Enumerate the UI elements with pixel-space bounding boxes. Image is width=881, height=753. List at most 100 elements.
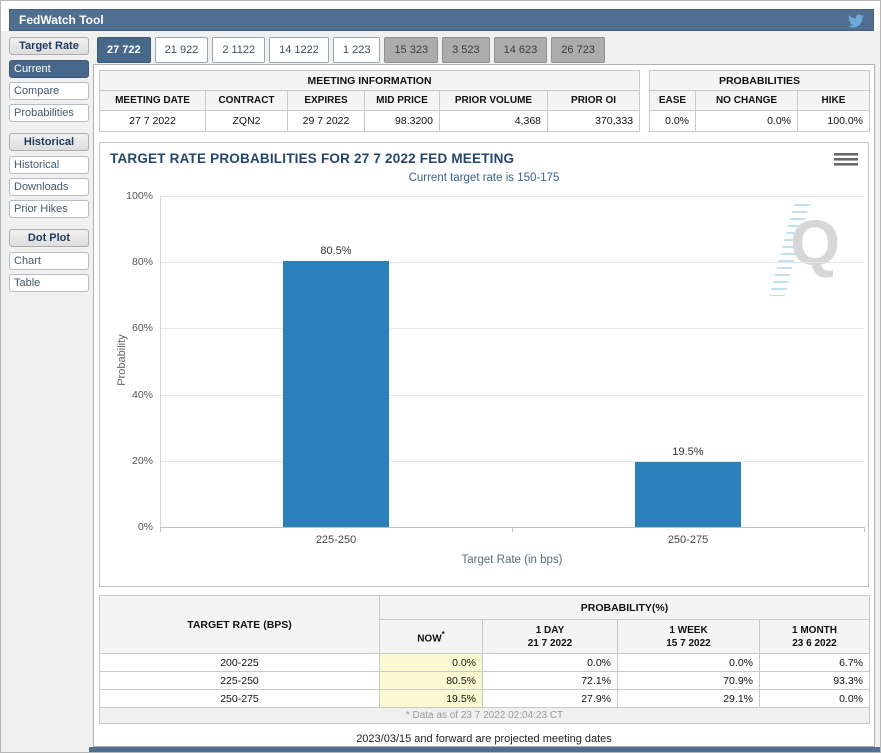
meeting-info-value: 98.3200 [364,110,440,132]
prob-table-group-header-row: TARGET RATE (BPS) PROBABILITY(%) [99,595,870,654]
y-tick-label: 80% [131,256,153,269]
twitter-icon[interactable] [848,13,865,29]
sidebar-section-header-historical: Historical [9,133,89,151]
prob-table-subheader: NOW* [379,619,483,654]
meeting-info-col-header: PRIOR OI [546,90,641,111]
meeting-tab-15-323[interactable]: 15 323 [384,37,439,63]
meeting-tab-2-1122[interactable]: 2 1122 [212,37,266,63]
meeting-info-col-header: EXPIRES [287,90,365,111]
meeting-info-value: 370,333 [546,110,641,132]
bar-value-label: 80.5% [320,244,352,257]
probabilities-value: 0.0% [695,110,798,132]
x-category-label: 250-275 [667,534,709,546]
probability-history-panel: TARGET RATE (BPS) PROBABILITY(%) NOW* 1 D… [99,595,870,724]
y-axis-line [160,196,161,527]
prob-table-rate: 250-275 [99,689,380,708]
prob-table-rate: 225-250 [99,671,380,690]
probabilities-panel: PROBABILITIES EASE NO CHANGE HIKE 0.0% 0.0%… [648,70,871,132]
prob-table-1day: 27.9% [482,689,618,708]
sidebar-item-downloads[interactable]: Downloads [9,178,89,196]
sidebar-gap [9,126,89,133]
meeting-info-col-header: MEETING DATE [99,90,206,111]
prob-table-subheader: 1 DAY 21 7 2022 [482,619,618,654]
probabilities-col-header: HIKE [796,90,871,111]
sidebar-gap [9,222,89,229]
meeting-tab-3-523[interactable]: 3 523 [442,37,490,63]
prob-table-row: 250-275 19.5% 27.9% 29.1% 0.0% [99,689,870,708]
prob-table-1day: 72.1% [482,671,618,690]
prob-table-1week: 0.0% [617,653,760,672]
y-tick-label: 40% [131,388,153,401]
chart-panel: TARGET RATE PROBABILITIES FOR 27 7 2022 … [99,142,869,587]
bar-225-250[interactable] [283,260,389,527]
meeting-info-title: MEETING INFORMATION [98,70,641,91]
meeting-info-value: 27 7 2022 [99,110,206,132]
y-tick-label: 60% [131,322,153,335]
meeting-tab-26-723[interactable]: 26 723 [551,37,605,63]
chart-title: TARGET RATE PROBABILITIES FOR 27 7 2022 … [110,151,515,166]
meeting-info-panel: MEETING INFORMATION MEETING DATE CONTRACT… [98,70,641,132]
meeting-tab-1-223[interactable]: 1 223 [332,37,381,63]
meeting-info-header-row: MEETING DATE CONTRACT EXPIRES MID PRICE PRIO… [99,90,641,111]
prob-table-row: 225-250 80.5% 72.1% 70.9% 93.3% [99,671,870,690]
chart-subtitle: Current target rate is 150-175 [408,172,560,184]
probabilities-title: PROBABILITIES [648,70,871,91]
prob-table-subheader-row: NOW* 1 DAY 21 7 2022 1 WEEK 15 7 2022 1 MONTH… [100,619,870,654]
prob-table-rate-header: TARGET RATE (BPS) [99,595,380,654]
sidebar-item-compare[interactable]: Compare [9,82,89,100]
projected-dates-note: 2023/03/15 and forward are projected mee… [356,733,612,745]
prob-table-subheader: 1 WEEK 15 7 2022 [617,619,760,654]
gridline-80 [160,262,864,264]
app-title: FedWatch Tool [19,13,104,27]
gridline-20 [160,460,864,462]
prob-table-row: 200-225 0.0% 0.0% 0.0% 6.7% [99,653,870,672]
gridline-40 [160,394,864,396]
meeting-tab-14-623[interactable]: 14 623 [493,37,548,63]
sidebar-item-current[interactable]: Current [9,60,89,78]
main-content: MEETING INFORMATION MEETING DATE CONTRACT… [93,64,875,747]
sidebar-item-probabilities[interactable]: Probabilities [9,104,89,122]
tab-strip: 27 722 21 922 2 1122 14 1222 1 223 15 323 3 52… [97,37,605,63]
probabilities-table: PROBABILITIES EASE NO CHANGE HIKE 0.0% 0.0%… [648,70,871,132]
y-tick-label: 100% [126,190,153,202]
prob-table-1week: 70.9% [617,671,760,690]
bar-value-label: 19.5% [672,446,704,459]
probabilities-header-row: EASE NO CHANGE HIKE [649,90,871,111]
prob-table-1month: 93.3% [759,671,870,690]
meeting-tab-27-722[interactable]: 27 722 [97,37,151,63]
prob-table-rate: 200-225 [99,653,380,672]
prob-table-1month: 0.0% [759,689,870,708]
sidebar-item-historical[interactable]: Historical [9,156,89,174]
footer-bar [89,747,880,752]
prob-table-1month: 6.7% [759,653,870,672]
prob-table-1day: 0.0% [482,653,618,672]
meeting-info-col-header: PRIOR VOLUME [439,90,548,111]
sidebar-item-chart[interactable]: Chart [9,252,89,270]
gridline-60 [160,328,864,330]
prob-table-now: 80.5% [379,671,483,690]
prob-table-1week: 29.1% [617,689,760,708]
gridline-100 [160,196,864,197]
prob-table-group-header: PROBABILITY(%) [379,595,870,620]
prob-table-subheader: 1 MONTH 23 6 2022 [759,619,870,654]
sidebar-item-prior-hikes[interactable]: Prior Hikes [9,200,89,218]
meeting-tab-14-1222[interactable]: 14 1222 [269,37,329,63]
prob-table-footnote: * Data as of 23 7 2022 02:04:23 CT [99,707,870,724]
meeting-info-value-row: 27 7 2022 ZQN2 29 7 2022 98.3200 4,368 370,33… [99,110,641,132]
y-tick-label: 0% [137,521,153,533]
meeting-tab-21-922[interactable]: 21 922 [154,37,209,63]
meeting-info-col-header: MID PRICE [364,90,440,111]
bar-250-275[interactable] [635,462,741,527]
sidebar-section-header-target-rate: Target Rate [9,37,89,55]
chart-export-menu-icon[interactable] [834,153,858,170]
quikstrike-watermark-icon: Q [764,198,842,298]
prob-table-now: 19.5% [379,689,483,708]
sidebar-item-table[interactable]: Table [9,274,89,292]
y-axis-title: Probability [116,334,128,386]
title-bar: FedWatch Tool [9,9,874,31]
probabilities-value: 100.0% [796,110,871,132]
x-category-label: 225-250 [315,534,357,546]
probabilities-col-header: EASE [649,90,696,111]
probabilities-col-header: NO CHANGE [695,90,798,111]
